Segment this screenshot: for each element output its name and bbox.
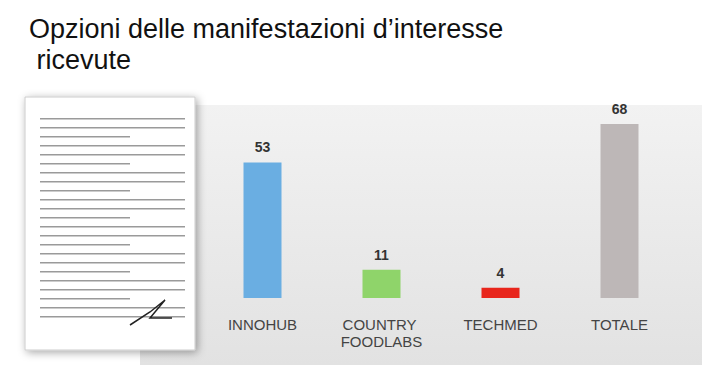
svg-text:TECHMED: TECHMED <box>463 316 537 333</box>
svg-text:4: 4 <box>497 265 505 281</box>
svg-text:TOTALE: TOTALE <box>591 316 648 333</box>
svg-text:Opzioni delle manifestazioni d: Opzioni delle manifestazioni d’interesse <box>29 14 503 44</box>
svg-text:53: 53 <box>255 139 271 155</box>
svg-text:COUNTRY: COUNTRY <box>343 316 421 333</box>
svg-text:ricevute: ricevute <box>29 45 131 75</box>
svg-text:68: 68 <box>612 101 628 117</box>
svg-text:11: 11 <box>374 247 389 263</box>
svg-text:FOODLABS: FOODLABS <box>341 333 423 350</box>
svg-text:INNOHUB: INNOHUB <box>228 316 297 333</box>
